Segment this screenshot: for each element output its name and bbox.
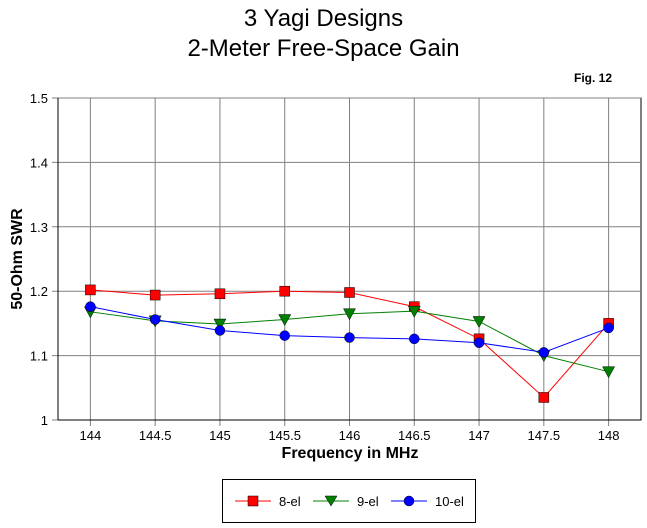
data-point-9-el [278, 314, 292, 327]
data-point-10-el [473, 337, 485, 348]
data-point-10-el [85, 301, 96, 312]
swr-line-chart: 144 144.5 145 145.5 146 146.5 147 147.5 148 1 1.1 1… [9, 91, 642, 462]
data-point-10-el [409, 333, 420, 345]
legend: 8-el 9-el 10-el [222, 479, 476, 523]
legend-label-10el: 10-el [435, 493, 464, 509]
x-tick-label: 146 [339, 428, 361, 443]
data-point-10-el [344, 332, 355, 343]
data-point-10-el [538, 347, 550, 358]
data-point-8-el [149, 289, 161, 301]
y-tick-label: 1.1 [30, 349, 48, 364]
legend-item-8el: 8-el [233, 480, 301, 522]
y-tick-label: 1.3 [30, 220, 48, 235]
data-point-8-el [538, 392, 550, 403]
square-marker-icon [235, 495, 271, 507]
data-point-9-el [602, 366, 616, 379]
legend-label-8el: 8-el [279, 493, 301, 509]
y-tick-label: 1 [41, 413, 48, 428]
x-tick-label: 145.5 [268, 428, 301, 443]
y-axis-label: 50-Ohm SWR [9, 208, 26, 310]
legend-label-9el: 9-el [357, 493, 379, 509]
data-point-9-el [407, 305, 421, 318]
x-axis-label: Frequency in MHz [282, 445, 419, 462]
legend-item-10el: 10-el [389, 480, 464, 522]
axes [57, 98, 641, 421]
y-tick-label: 1.5 [30, 91, 48, 106]
circle-marker-icon [391, 495, 427, 507]
legend-item-9el: 9-el [311, 480, 379, 522]
x-tick-label: 144 [80, 428, 102, 443]
data-point-8-el [344, 287, 355, 298]
x-tick-label: 147.5 [528, 428, 561, 443]
series-10-el [85, 301, 614, 358]
data-point-10-el [149, 314, 161, 325]
figure-label: Fig. 12 [573, 71, 612, 85]
x-tick-label: 144.5 [139, 428, 172, 443]
data-point-9-el [472, 316, 486, 328]
x-tick-label: 146.5 [398, 428, 431, 443]
x-tick-label: 145 [209, 428, 231, 443]
data-point-9-el [343, 308, 356, 321]
data-point-8-el [214, 288, 226, 300]
data-point-9-el [213, 318, 227, 331]
y-tick-label: 1.2 [30, 284, 48, 299]
x-tick-label: 147 [468, 428, 490, 443]
data-point-8-el [85, 284, 96, 296]
data-point-10-el [214, 325, 226, 336]
y-tick-label: 1.4 [30, 155, 48, 170]
chart-title: 3 Yagi Designs [243, 5, 404, 32]
data-point-10-el [279, 330, 290, 341]
chart-subtitle: 2-Meter Free-Space Gain [187, 35, 460, 62]
x-tick-label: 148 [598, 428, 620, 443]
data-point-8-el [279, 285, 290, 297]
series-group [83, 284, 616, 403]
tick-labels: 144 144.5 145 145.5 146 146.5 147 147.5 148 1 1.1 1… [30, 91, 620, 443]
triangle-down-marker-icon [313, 495, 349, 507]
data-point-10-el [603, 322, 614, 334]
